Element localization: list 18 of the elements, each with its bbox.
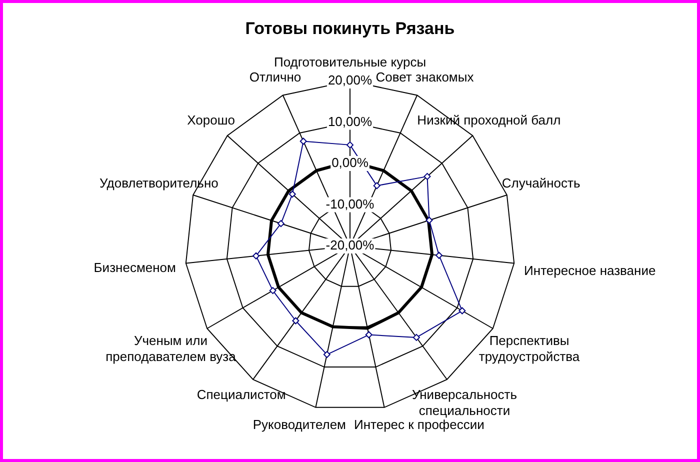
spoke-label: Интерес к профессии [354, 416, 484, 432]
spoke-label: Руководителем [252, 416, 346, 432]
spoke-label: Случайность [502, 176, 580, 190]
spoke-label: Перспективы трудоустройства [478, 333, 580, 364]
spoke-label: Бизнесменом [94, 260, 176, 276]
spoke-label: Совет знакомых [376, 70, 474, 85]
chart-title: Готовы покинуть Рязань [245, 18, 455, 38]
spoke-label: Подготовительные курсы [274, 54, 426, 70]
spoke-label: Специалистом [196, 387, 286, 402]
spoke-label: Отлично [249, 70, 302, 85]
y-tick-label: -10,00% [326, 196, 375, 212]
y-tick-label: 0,00% [332, 155, 369, 170]
y-tick-label: 20,00% [328, 72, 372, 88]
spoke-label: Универсальность специальности [412, 387, 518, 418]
spoke-label: Хорошо [187, 112, 235, 128]
y-tick-label: -20,00% [326, 238, 375, 253]
y-tick-label: 10,00% [328, 114, 372, 129]
spoke-label: Интересное название [524, 262, 656, 278]
